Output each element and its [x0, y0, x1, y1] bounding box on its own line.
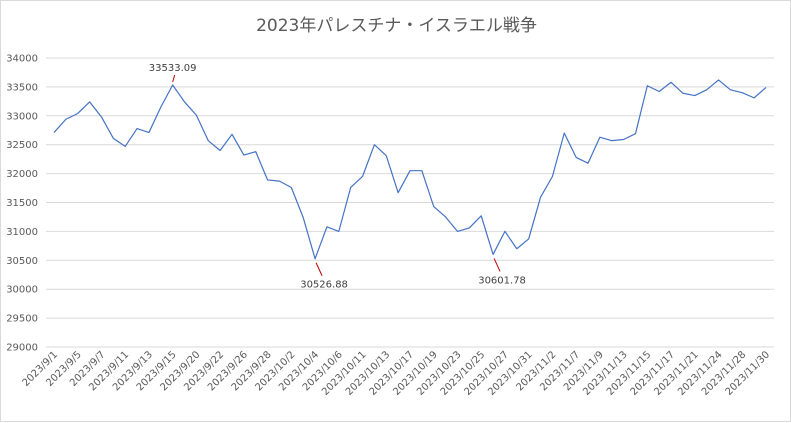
y-tick-label: 31500	[6, 198, 38, 209]
data-point	[504, 231, 506, 233]
annotation-label: 30526.88	[300, 280, 348, 291]
data-point	[291, 187, 293, 189]
data-point	[469, 227, 471, 229]
data-point	[670, 81, 672, 83]
series-line	[53, 79, 767, 260]
data-point	[374, 144, 376, 146]
data-point	[231, 133, 233, 135]
data-point	[160, 106, 162, 108]
data-point	[53, 132, 55, 134]
y-tick-label: 32000	[6, 169, 38, 180]
data-point	[267, 179, 269, 181]
data-point	[314, 258, 316, 260]
data-point	[255, 151, 257, 153]
data-point	[599, 136, 601, 138]
series-layer	[53, 79, 767, 260]
chart-title: 2023年パレスチナ・イスラエル戦争	[256, 16, 537, 36]
data-point	[741, 92, 743, 94]
data-point	[552, 176, 554, 178]
data-point	[397, 192, 399, 194]
data-point	[302, 217, 304, 219]
y-tick-label: 29500	[6, 314, 38, 325]
data-point	[362, 176, 364, 178]
y-tick-label: 29000	[6, 343, 38, 354]
data-point	[480, 215, 482, 217]
annotation-leader	[493, 258, 501, 272]
annotation-label: 30601.78	[478, 275, 526, 286]
data-point	[113, 138, 115, 140]
data-point	[136, 128, 138, 130]
data-point	[765, 87, 767, 89]
data-point	[243, 154, 245, 156]
data-point	[421, 170, 423, 172]
data-point	[219, 150, 221, 152]
data-point	[207, 140, 209, 142]
y-tick-label: 32500	[6, 140, 38, 151]
y-tick-label: 31000	[6, 227, 38, 238]
annotation-leader	[315, 262, 323, 276]
data-point	[279, 180, 281, 182]
y-tick-label: 30500	[6, 256, 38, 267]
data-point	[338, 231, 340, 233]
gridlines	[46, 57, 774, 348]
data-point	[326, 226, 328, 228]
data-point	[124, 146, 126, 148]
data-point	[528, 238, 530, 240]
annotations: 33533.09 30526.88 30601.78	[149, 63, 526, 291]
data-point	[694, 95, 696, 97]
data-point	[682, 92, 684, 94]
data-point	[492, 254, 494, 256]
data-point	[77, 113, 79, 115]
y-tick-label: 34000	[6, 54, 38, 65]
data-point	[457, 231, 459, 233]
data-point	[587, 162, 589, 164]
data-point	[350, 187, 352, 189]
data-point	[433, 206, 435, 208]
data-point	[706, 89, 708, 91]
data-point	[148, 132, 150, 134]
data-point	[184, 101, 186, 103]
x-axis-ticks: 2023/9/12023/9/52023/9/72023/9/112023/9/…	[21, 349, 773, 398]
data-point	[196, 114, 198, 116]
data-point	[409, 170, 411, 172]
data-point	[65, 118, 67, 120]
data-point	[647, 85, 649, 87]
data-point	[540, 196, 542, 198]
data-point	[89, 101, 91, 103]
data-point	[101, 116, 103, 118]
data-point	[623, 139, 625, 141]
data-point	[516, 248, 518, 250]
data-point	[718, 79, 720, 81]
data-point	[575, 157, 577, 159]
data-point	[385, 155, 387, 157]
data-point	[658, 91, 660, 93]
annotation-label: 33533.09	[149, 63, 197, 74]
data-point	[172, 84, 174, 86]
y-tick-label: 33000	[6, 111, 38, 122]
data-point	[445, 216, 447, 218]
annotation-leader	[172, 74, 176, 83]
data-point	[753, 97, 755, 99]
y-tick-label: 30000	[6, 285, 38, 296]
y-axis-ticks: 29000 29500 30000 30500 31000 31500 32000 32500…	[6, 54, 38, 354]
data-point	[635, 133, 637, 135]
data-point	[563, 132, 565, 134]
y-tick-label: 33500	[6, 82, 38, 93]
data-point	[730, 89, 732, 91]
data-point	[611, 140, 613, 142]
